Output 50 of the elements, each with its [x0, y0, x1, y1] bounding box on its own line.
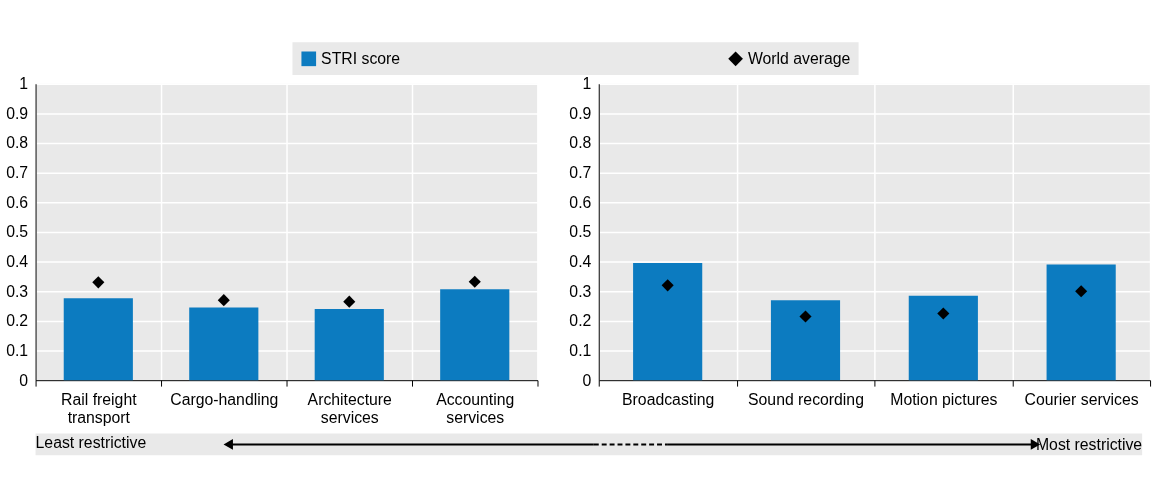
- y-tick-label: 0.3: [569, 282, 592, 300]
- y-tick-label: 0.4: [569, 253, 592, 271]
- y-tick-label: 1: [582, 75, 592, 93]
- point: [799, 310, 812, 323]
- x-tick-label: Motion pictures: [890, 391, 998, 409]
- y-tick-label: 0.4: [6, 253, 29, 271]
- y-tick-label: 0.6: [6, 193, 29, 211]
- point: [468, 275, 481, 288]
- y-tick-label: 0.2: [6, 312, 29, 330]
- bar: [633, 263, 703, 381]
- x-tick-label: Accounting services: [436, 391, 515, 427]
- y-tick-label: 0.2: [569, 312, 592, 330]
- point: [937, 307, 950, 320]
- y-tick-label: 0.8: [6, 134, 29, 152]
- text: Most restrictive: [1035, 436, 1143, 454]
- point: [217, 294, 230, 307]
- y-tick-label: 0: [582, 371, 592, 389]
- y-tick-label: 0.9: [569, 104, 592, 122]
- y-tick-label: 1: [19, 75, 29, 93]
- x-tick-label: Rail freight transport: [61, 391, 138, 427]
- bar: [1046, 264, 1116, 381]
- legend-label: World average: [747, 49, 851, 67]
- y-tick-label: 0: [19, 371, 29, 389]
- point: [343, 295, 356, 308]
- x-tick-label: Courier services: [1024, 391, 1139, 409]
- x-tick-label: Broadcasting: [622, 391, 715, 409]
- x-tick-label: Architecture services: [307, 391, 393, 427]
- y-tick-label: 0.9: [6, 104, 29, 122]
- bar: [770, 300, 841, 381]
- x-tick-label: Sound recording: [748, 391, 864, 409]
- x-tick-label: Cargo-handling: [170, 391, 279, 409]
- y-tick-label: 0.3: [6, 282, 29, 300]
- y-tick-label: 0.5: [6, 223, 29, 241]
- y-tick-label: 0.1: [6, 341, 29, 359]
- legend-label: STRI score: [321, 49, 401, 67]
- point: [661, 279, 674, 292]
- y-tick-label: 0.1: [569, 341, 592, 359]
- bar: [63, 298, 133, 381]
- y-tick-label: 0.7: [6, 164, 29, 182]
- bar: [189, 307, 259, 381]
- bar: [440, 289, 510, 381]
- bar: [314, 309, 384, 381]
- y-tick-label: 0.7: [569, 164, 592, 182]
- y-tick-label: 0.8: [569, 134, 592, 152]
- point: [92, 276, 105, 289]
- text: Least restrictive: [35, 434, 147, 452]
- y-tick-label: 0.6: [569, 193, 592, 211]
- bar: [908, 295, 978, 381]
- point: [1075, 285, 1088, 298]
- y-tick-label: 0.5: [569, 223, 592, 241]
